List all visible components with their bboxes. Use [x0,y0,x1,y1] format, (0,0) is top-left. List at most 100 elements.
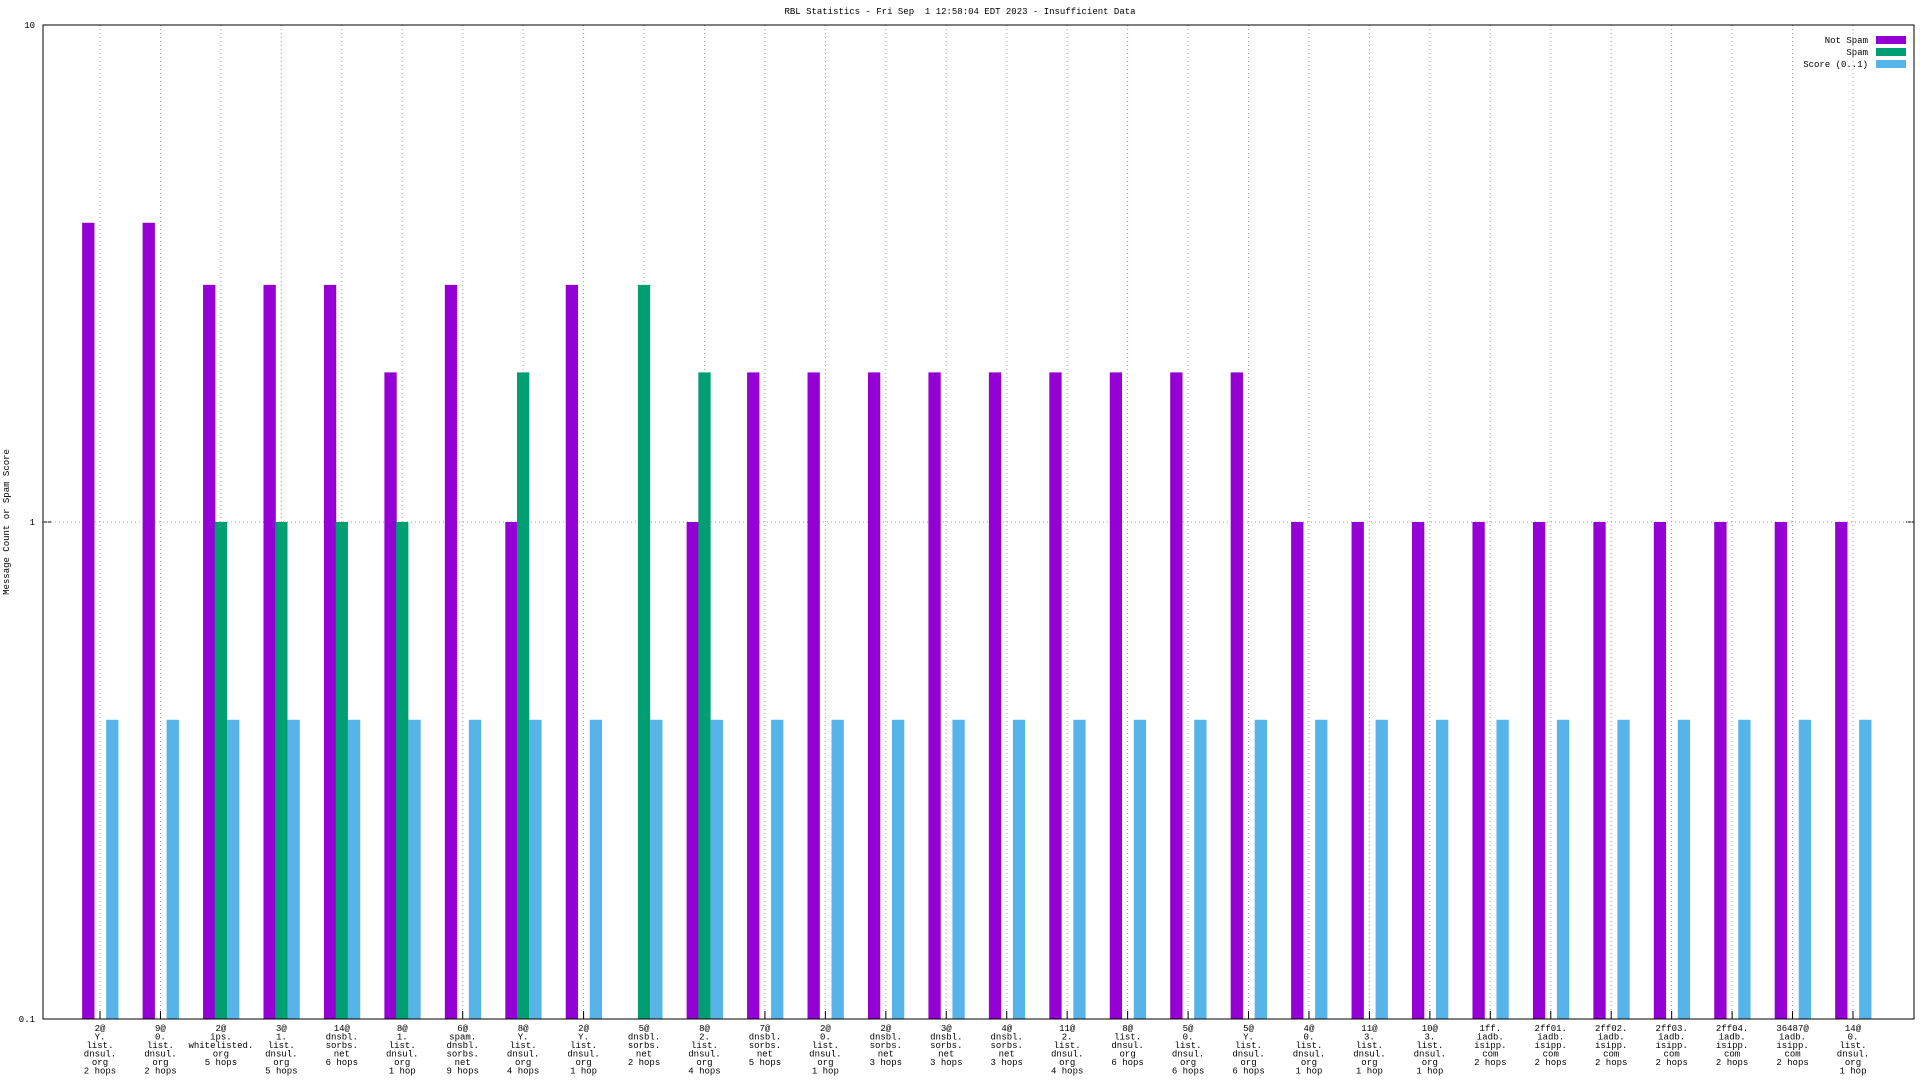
x-tick-label-line: list. [1114,1033,1141,1043]
x-tick-label-line: 1 hop [1416,1067,1443,1077]
x-tick-label-line: 3 hops [930,1058,962,1068]
x-tick-label-line: 0. [1183,1033,1194,1043]
bar [347,719,361,1019]
x-tick-label-line: spam. [449,1033,476,1043]
x-tick-label-line: Y. [518,1033,529,1043]
legend-swatch [1876,36,1906,44]
x-tick-label-line: 2ff02. [1595,1024,1627,1034]
x-tick-label-line: dnsul. [1051,1050,1083,1060]
x-tick-label-line: sorbs. [446,1050,478,1060]
x-tick-label-line: 5 hops [205,1058,237,1068]
bar [589,719,603,1019]
x-tick-label-line: org [1120,1050,1136,1060]
x-tick-label-line: 2@ [820,1024,831,1034]
x-tick-label-line: Y. [578,1033,589,1043]
x-tick-label-line: 4 hops [1051,1067,1083,1077]
x-tick-label: 3@ dnsbl. sorbs. net 3 hops [930,1024,962,1068]
x-tick-label-line: dnsul. [84,1050,116,1060]
x-tick-label-line: dnsbl. [930,1033,962,1043]
x-tick-label-line: com [1543,1050,1559,1060]
x-tick-label-line: 3@ [276,1024,287,1034]
x-tick-label-line: net [757,1050,773,1060]
x-tick-label-line: whitelisted. [188,1041,253,1051]
x-tick-label-line: org [817,1058,833,1068]
bar [686,522,699,1019]
x-tick-label-line: org [1240,1058,1256,1068]
x-tick-label-line: list. [389,1041,416,1051]
x-tick-label-line: dnsul. [1837,1050,1869,1060]
bar [1291,522,1304,1019]
legend-label: Score (0..1) [1803,60,1868,70]
x-tick-label-line: dnsul. [1111,1041,1143,1051]
x-tick-label-line: 9@ [155,1024,166,1034]
bar [1133,719,1147,1019]
x-tick-label-line: list. [147,1041,174,1051]
bar [988,372,1002,1020]
x-tick-label-line: org [575,1058,591,1068]
x-tick-label-line: 3 hops [991,1058,1023,1068]
x-tick-label-line: list. [1175,1041,1202,1051]
x-tick-label-line: dnsul. [567,1050,599,1060]
x-tick-label: 2@ dnsbl. sorbs. net 3 hops [870,1024,902,1068]
x-tick-label-line: 2ff03. [1655,1024,1687,1034]
x-tick-label: 8@ 2. list. dnsul. org 4 hops [688,1024,720,1077]
x-tick-label: 2@ Y. list. dnsul. org 2 hops [84,1024,116,1077]
x-tick-label-line: list. [510,1041,537,1051]
bar [952,719,965,1019]
x-tick-label-line: isipp. [1535,1041,1567,1051]
x-tick-label-line: dnsbl. [628,1033,660,1043]
bar [408,719,421,1019]
x-tick-label: 3@ 1. list. dnsul. org 5 hops [265,1024,297,1077]
bar [529,719,542,1019]
x-tick-label-line: 11@ [1059,1024,1076,1034]
legend-label: Not Spam [1825,36,1868,46]
bar [1254,719,1267,1019]
bar [1194,719,1207,1019]
x-tick-label-line: 7@ [760,1024,771,1034]
x-tick-label-line: org [92,1058,108,1068]
x-tick-label: 8@ list. dnsul. org 6 hops [1111,1024,1143,1068]
x-tick-label-line: isipp. [1716,1041,1748,1051]
x-tick-label: 2ff02. iadb. isipp. com 2 hops [1595,1024,1627,1068]
bar [323,284,337,1019]
x-tick-label-line: list. [570,1041,597,1051]
bar [1436,719,1449,1019]
x-tick-label-line: 5 hops [265,1067,297,1077]
bar [1073,719,1086,1019]
bar [106,719,119,1019]
x-tick-label-line: 3. [1424,1033,1435,1043]
x-tick-label: 4@ dnsbl. sorbs. net 3 hops [991,1024,1023,1068]
bar [637,284,651,1019]
x-tick-label-line: 0. [820,1033,831,1043]
x-tick-label: 10@ 3. list. dnsul. org 1 hop [1414,1024,1446,1077]
bar [505,522,518,1019]
x-tick-label-line: dnsul. [1232,1050,1264,1060]
x-tick-label-line: 2 hops [144,1067,176,1077]
bar [565,284,579,1019]
bar [275,522,288,1019]
x-tick-label-line: 1ff. [1480,1024,1502,1034]
x-tick-label: 4@ 0. list. dnsul. org 1 hop [1293,1024,1325,1077]
x-tick-label: 14@ 0. list. dnsul. org 1 hop [1837,1024,1869,1077]
bar [214,522,228,1019]
x-tick-label-line: ips. [210,1033,232,1043]
x-tick-label-line: 2 hops [1595,1058,1627,1068]
x-tick-label-line: dnsul. [809,1050,841,1060]
x-tick-label-line: sorbs. [326,1041,358,1051]
x-tick-label-line: sorbs. [749,1041,781,1051]
x-tick-label: 5@ 0. list. dnsul. org 6 hops [1172,1024,1204,1077]
x-tick-label-line: 2 hops [628,1058,660,1068]
y-tick-label: 0.1 [19,1015,35,1025]
x-tick-label: 2@ Y. list. dnsul. org 1 hop [567,1024,599,1077]
x-tick-label-line: isipp. [1776,1041,1808,1051]
x-tick-label-line: dnsul. [507,1050,539,1060]
x-tick-label-line: iadb. [1719,1033,1746,1043]
x-tick-label-line: org [213,1050,229,1060]
x-tick-label-line: com [1603,1050,1619,1060]
x-tick-label-line: 5@ [639,1024,650,1034]
bar [142,222,155,1019]
x-tick-label-line: 2 hops [1655,1058,1687,1068]
x-tick-label-line: dnsul. [688,1050,720,1060]
x-tick-label: 1ff. iadb. isipp. com 2 hops [1474,1024,1506,1068]
